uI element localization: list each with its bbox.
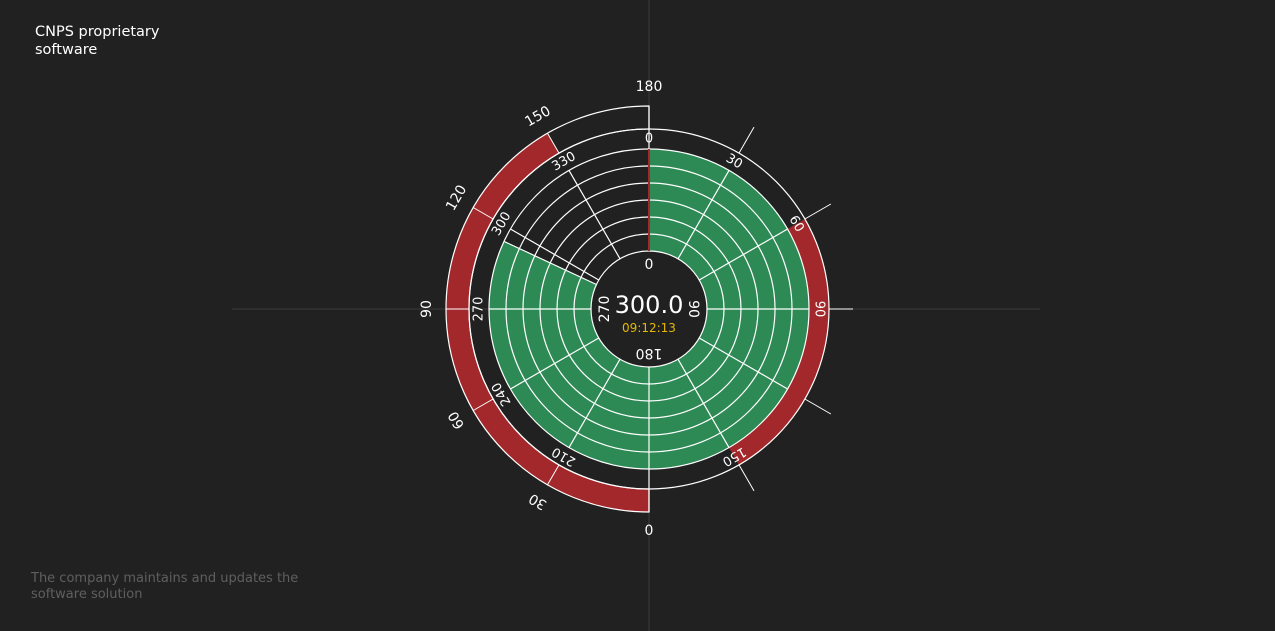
middle-ring-label-270: 270: [472, 297, 487, 322]
footer-note: The company maintains and updates the so…: [31, 571, 299, 602]
spoke-240: [510, 337, 600, 390]
center-hole: [592, 252, 706, 366]
outer-gauge-tick-60: [472, 398, 494, 411]
outer-gauge-label-150: 150: [522, 103, 553, 130]
tick-150: [738, 464, 755, 492]
app-title: CNPS proprietary software: [35, 24, 160, 58]
green-sector-edge: [503, 240, 597, 286]
spoke-60: [698, 228, 788, 281]
spoke-210: [568, 358, 621, 448]
outer-gauge-label-0: 0: [645, 523, 654, 539]
outer-gauge-label-60: 60: [445, 408, 468, 431]
spoke-150: [677, 358, 730, 448]
spoke-300: [510, 228, 600, 281]
tick-60: [804, 203, 832, 220]
outer-gauge-tick-120: [472, 207, 494, 220]
inner-label-270: 270: [597, 296, 613, 323]
tick-120: [804, 398, 832, 415]
outer-gauge-label-30: 30: [526, 490, 549, 513]
outer-gauge-tick-150: [547, 132, 560, 154]
spoke-30: [677, 170, 730, 260]
outer-gauge-tick-30: [547, 464, 560, 486]
middle-ring-label-0: 0: [645, 132, 653, 147]
inner-label-180: 180: [636, 345, 663, 361]
outer-gauge-label-180: 180: [636, 79, 663, 95]
green-sector: [488, 149, 809, 469]
readout-value: 300.0: [615, 291, 684, 319]
tick-30: [738, 126, 755, 154]
middle-ring-label-60: 60: [786, 213, 807, 235]
readout-time: 09:12:13: [622, 321, 676, 335]
outer-gauge-label-120: 120: [443, 182, 470, 213]
spoke-330: [568, 170, 621, 260]
middle-ring-label-30: 30: [723, 151, 745, 172]
middle-ring-red-band: [729, 219, 830, 465]
outer-gauge-fill: [446, 133, 649, 512]
inner-label-0: 0: [645, 257, 654, 273]
inner-label-90: 90: [685, 300, 701, 318]
outer-gauge-label-90: 90: [419, 300, 435, 318]
spoke-120: [698, 337, 788, 390]
middle-ring-label-90: 90: [812, 301, 827, 318]
